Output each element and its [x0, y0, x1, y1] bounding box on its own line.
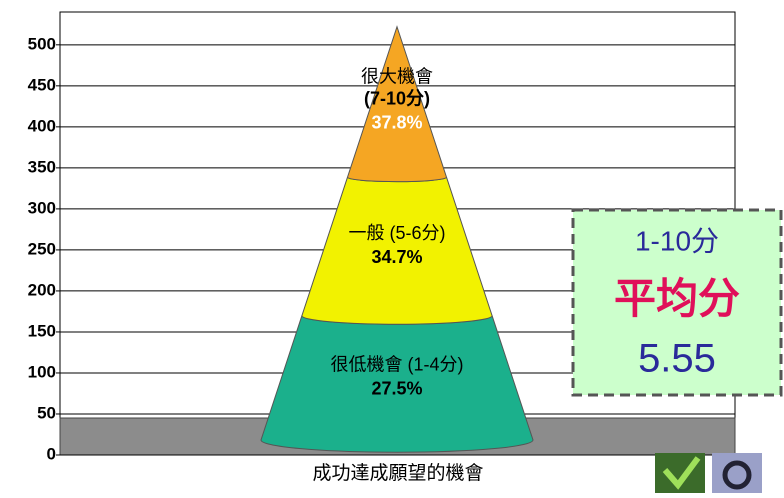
- y-tick-label: 150: [28, 321, 56, 340]
- callout-title: 平均分: [614, 275, 740, 322]
- segment-name: 很低機會 (1-4分): [330, 355, 463, 375]
- callout-range: 1-10分: [635, 225, 719, 256]
- cone-segment: [346, 25, 448, 183]
- y-tick-label: 200: [28, 280, 56, 299]
- y-tick-label: 0: [47, 444, 56, 463]
- segment-name: 一般 (5-6分): [348, 223, 445, 243]
- y-tick-label: 50: [37, 403, 56, 422]
- y-tick-label: 250: [28, 239, 56, 258]
- data-label: 27.5%: [371, 379, 422, 399]
- segment-name: 很大機會: [361, 67, 433, 87]
- y-tick-label: 500: [28, 34, 56, 53]
- icons: [655, 453, 762, 493]
- y-tick-label: 400: [28, 116, 56, 135]
- data-label: 37.8%: [371, 113, 422, 133]
- callout-value: 5.55: [638, 337, 716, 381]
- data-label: 34.7%: [371, 247, 422, 267]
- y-tick-label: 100: [28, 362, 56, 381]
- y-tick-label: 350: [28, 157, 56, 176]
- callout-box: [571, 208, 783, 397]
- y-tick-label: 300: [28, 198, 56, 217]
- segment-name: (7-10分): [364, 89, 430, 109]
- x-axis-label: 成功達成願望的機會: [312, 462, 483, 484]
- y-tick-label: 450: [28, 75, 56, 94]
